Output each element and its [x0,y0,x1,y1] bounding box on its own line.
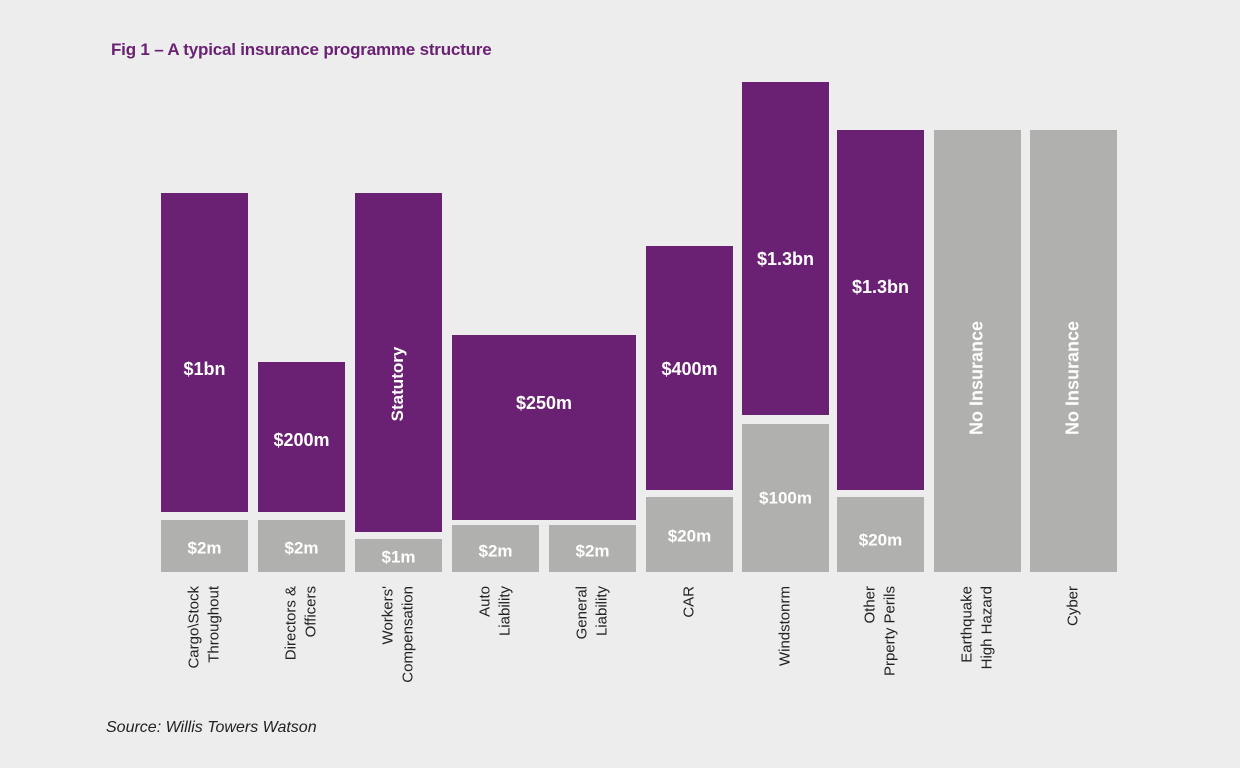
category-label: Auto [476,586,493,617]
category-label: Prperty Perils [881,586,898,676]
retention-value-label: $100m [759,488,812,507]
insured-value-label: $1.3bn [852,277,909,297]
retention-bar [742,424,829,572]
insured-layer-bar [646,246,733,490]
category-label: Throughout [205,585,222,663]
retention-bar [452,525,539,572]
retention-bar [1030,130,1117,572]
insured-value-label: $1.3bn [757,249,814,269]
retention-bar [549,525,636,572]
category-label: Liability [593,586,610,637]
retention-value-label: No Insurance [1062,321,1082,435]
insured-value-label: Statutory [388,346,407,421]
insured-value-label: $200m [273,430,329,450]
category-label: High Hazard [978,586,995,669]
insured-layer-bar [258,362,345,512]
retention-bar [161,520,248,572]
retention-value-label: $2m [575,541,609,560]
category-label: Liability [496,586,513,637]
retention-bar [355,539,442,572]
retention-value-label: $2m [187,538,221,557]
category-label: General [573,586,590,639]
category-label: Cargo\Stock [185,586,202,669]
category-label: Workers' [379,586,396,645]
insured-value-label: $1bn [183,359,225,379]
retention-bar [646,497,733,572]
insured-layer-bar [355,193,442,532]
retention-value-label: $20m [668,526,711,545]
insured-value-label: $250m [516,393,572,413]
retention-bar [837,497,924,572]
category-label: Cyber [1064,586,1081,626]
retention-value-label: $20m [859,530,902,549]
retention-value-label: No Insurance [966,321,986,435]
chart-title: Fig 1 – A typical insurance programme st… [111,40,492,59]
category-label: Compensation [399,586,416,683]
category-label: CAR [680,586,697,618]
source-note: Source: Willis Towers Watson [106,719,317,736]
insured-layer-bar [452,335,636,520]
retention-bar [934,130,1021,572]
retention-value-label: $1m [381,547,415,566]
category-label: Windstonrm [776,586,793,666]
retention-value-label: $2m [478,541,512,560]
retention-value-label: $2m [284,538,318,557]
insured-layer-bar [742,82,829,415]
category-label: Directors & [282,586,299,660]
category-label: Officers [302,586,319,637]
retention-bar [258,520,345,572]
category-label: Earthquake [958,586,975,663]
insured-value-label: $400m [661,359,717,379]
category-label: Other [861,586,878,624]
insured-layer-bar [161,193,248,512]
insured-layer-bar [837,130,924,490]
